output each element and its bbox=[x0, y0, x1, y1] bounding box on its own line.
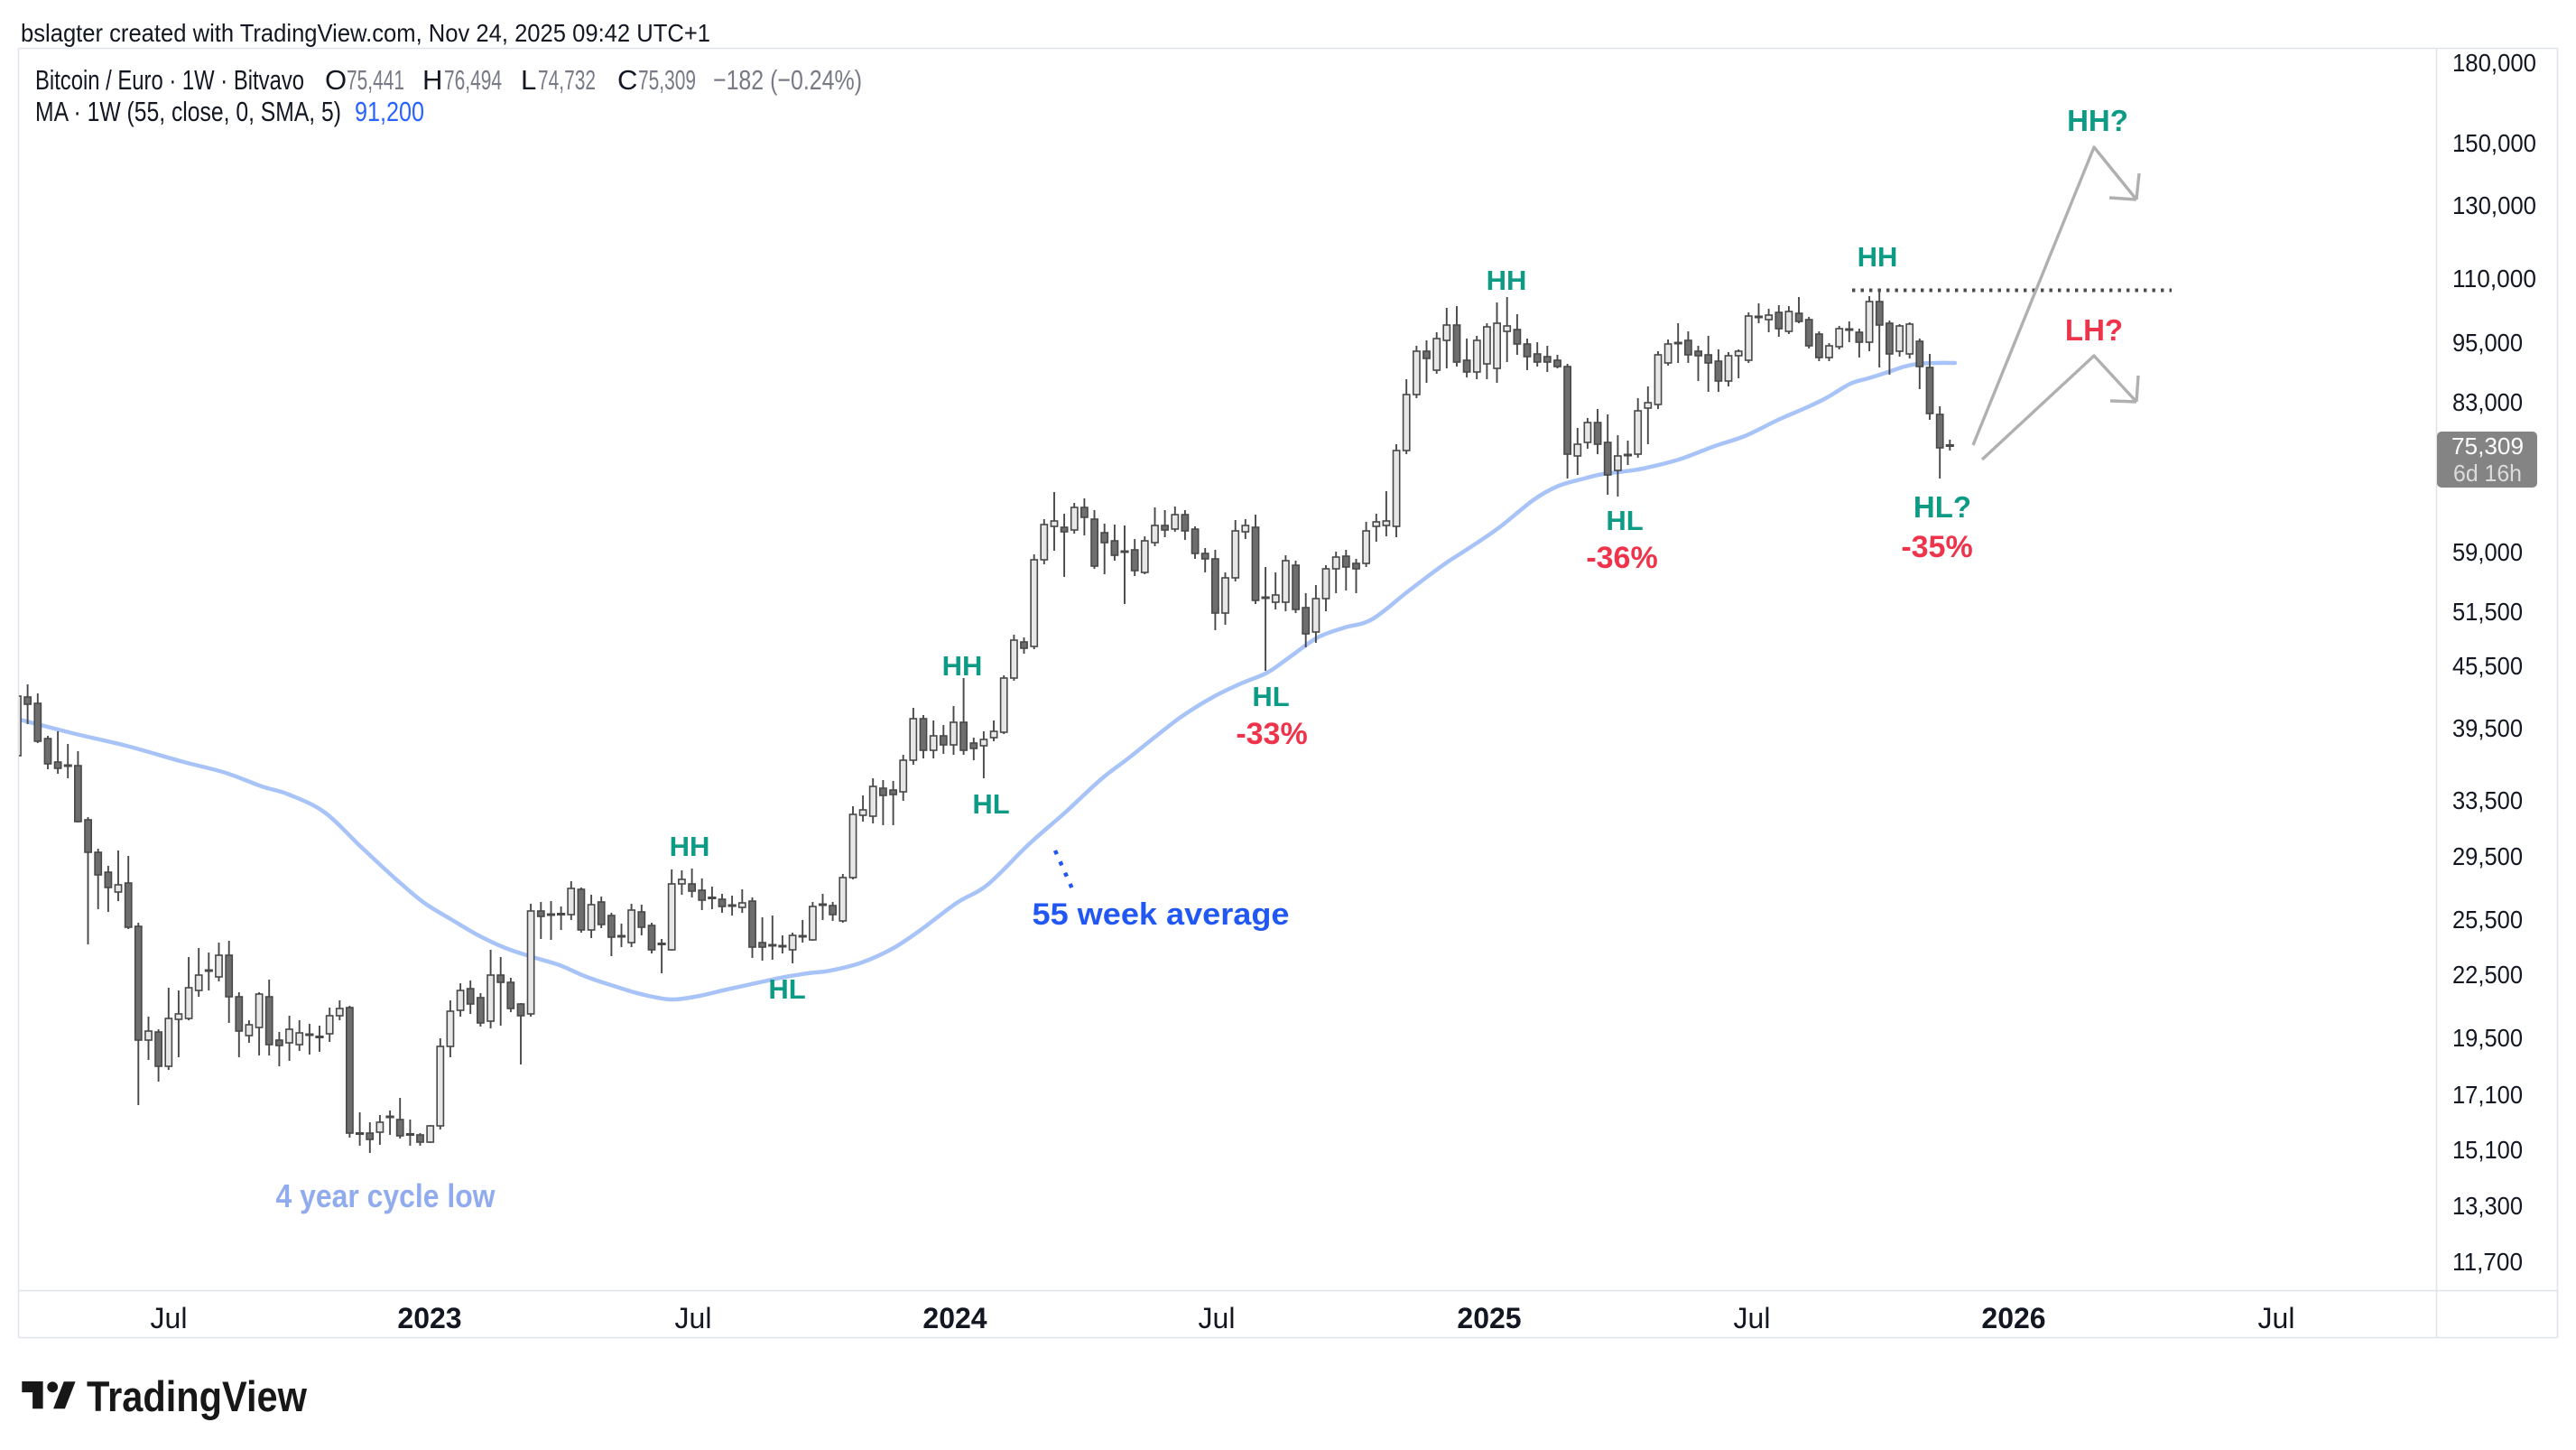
svg-text:-35%: -35% bbox=[1901, 530, 1972, 564]
svg-text:39,500: 39,500 bbox=[2452, 714, 2523, 742]
svg-text:91,200: 91,200 bbox=[355, 96, 424, 127]
svg-text:HL?: HL? bbox=[1913, 490, 1971, 524]
svg-text:11,700: 11,700 bbox=[2452, 1248, 2523, 1276]
svg-text:110,000: 110,000 bbox=[2452, 265, 2536, 293]
svg-text:2026: 2026 bbox=[1981, 1302, 2045, 1334]
svg-text:Jul: Jul bbox=[1734, 1302, 1771, 1334]
svg-text:19,500: 19,500 bbox=[2452, 1024, 2523, 1052]
svg-text:HH: HH bbox=[1858, 241, 1898, 273]
svg-text:75,309: 75,309 bbox=[2451, 432, 2524, 460]
svg-text:6d 16h: 6d 16h bbox=[2453, 460, 2522, 487]
svg-text:Jul: Jul bbox=[151, 1302, 188, 1334]
svg-text:Bitcoin / Euro · 1W · Bitvavo: Bitcoin / Euro · 1W · Bitvavo bbox=[35, 64, 304, 96]
svg-text:180,000: 180,000 bbox=[2452, 49, 2536, 77]
svg-text:13,300: 13,300 bbox=[2452, 1192, 2523, 1220]
svg-text:15,100: 15,100 bbox=[2452, 1136, 2523, 1164]
svg-text:2025: 2025 bbox=[1457, 1302, 1521, 1334]
svg-text:95,000: 95,000 bbox=[2452, 329, 2523, 357]
svg-text:-36%: -36% bbox=[1586, 541, 1657, 575]
svg-text:−182 (−0.24%): −182 (−0.24%) bbox=[713, 64, 862, 96]
svg-text:75,309: 75,309 bbox=[638, 64, 696, 96]
svg-text:bslagter created with TradingV: bslagter created with TradingView.com, N… bbox=[21, 19, 710, 47]
svg-text:33,500: 33,500 bbox=[2452, 786, 2523, 814]
svg-text:HH: HH bbox=[670, 831, 710, 862]
svg-text:HH: HH bbox=[1487, 265, 1527, 296]
svg-text:TradingView: TradingView bbox=[87, 1372, 307, 1420]
svg-text:2024: 2024 bbox=[922, 1302, 987, 1334]
svg-text:4 year cycle low: 4 year cycle low bbox=[276, 1177, 496, 1214]
svg-text:Jul: Jul bbox=[675, 1302, 712, 1334]
svg-text:Jul: Jul bbox=[1199, 1302, 1236, 1334]
svg-text:74,732: 74,732 bbox=[538, 64, 596, 96]
svg-text:75,441: 75,441 bbox=[347, 64, 404, 96]
svg-text:55 week average: 55 week average bbox=[1033, 897, 1290, 932]
svg-text:-33%: -33% bbox=[1236, 717, 1307, 751]
svg-text:17,100: 17,100 bbox=[2452, 1081, 2523, 1109]
svg-text:HL: HL bbox=[768, 973, 805, 1005]
svg-text:76,494: 76,494 bbox=[444, 64, 502, 96]
svg-text:HH?: HH? bbox=[2067, 104, 2128, 137]
svg-text:22,500: 22,500 bbox=[2452, 961, 2523, 989]
svg-text:130,000: 130,000 bbox=[2452, 191, 2536, 219]
svg-text:HL: HL bbox=[1252, 681, 1289, 712]
svg-text:45,500: 45,500 bbox=[2452, 652, 2523, 680]
svg-text:HL: HL bbox=[1606, 505, 1643, 536]
svg-text:H: H bbox=[422, 64, 442, 96]
svg-text:MA · 1W (55, close, 0, SMA, 5): MA · 1W (55, close, 0, SMA, 5) bbox=[35, 96, 341, 127]
svg-text:O: O bbox=[325, 64, 347, 96]
svg-text:150,000: 150,000 bbox=[2452, 129, 2536, 157]
svg-text:HL: HL bbox=[972, 788, 1009, 820]
svg-text:C: C bbox=[617, 64, 637, 96]
svg-text:L: L bbox=[521, 64, 536, 96]
svg-text:LH?: LH? bbox=[2065, 313, 2123, 347]
svg-text:51,500: 51,500 bbox=[2452, 598, 2523, 626]
svg-text:83,000: 83,000 bbox=[2452, 388, 2523, 416]
svg-text:Jul: Jul bbox=[2258, 1302, 2295, 1334]
svg-text:25,500: 25,500 bbox=[2452, 906, 2523, 934]
svg-text:29,500: 29,500 bbox=[2452, 842, 2523, 870]
svg-text:HH: HH bbox=[942, 650, 983, 682]
svg-text:59,000: 59,000 bbox=[2452, 538, 2523, 566]
svg-text:2023: 2023 bbox=[397, 1302, 461, 1334]
